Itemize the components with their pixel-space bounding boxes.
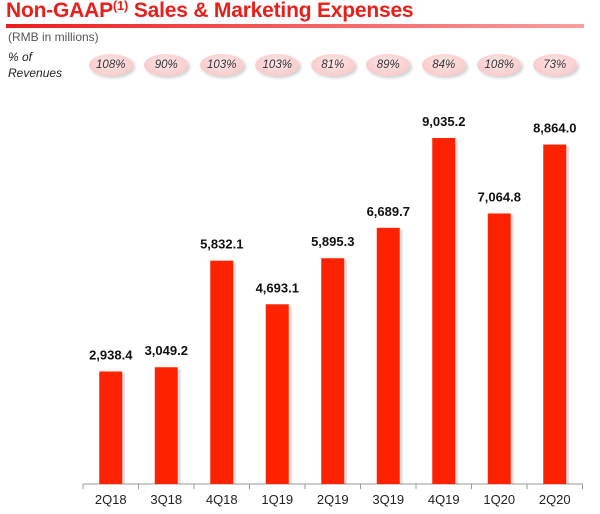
title-underline: [6, 24, 584, 28]
pct-of-revenues-label: % of Revenues: [8, 49, 62, 81]
pct-of-revenues-pill: 81%: [310, 54, 355, 76]
chart-subtitle: (RMB in millions): [8, 30, 99, 44]
x-tick-label-3Q18: 3Q18: [150, 492, 182, 507]
pct-of-revenues-pill: 73%: [532, 54, 577, 76]
data-label-2Q19: 5,895.3: [311, 234, 354, 249]
pct-label-line2: Revenues: [8, 66, 63, 80]
pct-of-revenues-pill: 103%: [199, 54, 244, 76]
pct-of-revenues-pill: 108%: [88, 54, 133, 76]
title-footnote: (1): [112, 0, 129, 13]
x-tick-label-1Q20: 1Q20: [483, 492, 515, 507]
data-label-1Q20: 7,064.8: [478, 189, 521, 204]
pct-of-revenues-pill: 84%: [421, 54, 466, 76]
x-tick-label-2Q20: 2Q20: [539, 492, 571, 507]
data-label-3Q18: 3,049.2: [145, 343, 188, 358]
bar-4Q19: [432, 138, 456, 484]
chart-title: Non-GAAP(1) Sales & Marketing Expenses: [6, 0, 414, 23]
x-tick-label-3Q19: 3Q19: [372, 492, 404, 507]
x-tick-label-1Q19: 1Q19: [261, 492, 293, 507]
pct-of-revenues-pill: 103%: [255, 54, 300, 76]
data-label-1Q19: 4,693.1: [256, 280, 299, 295]
pct-of-revenues-pill: 90%: [144, 54, 189, 76]
title-main: Non-GAAP: [6, 0, 113, 22]
bar-1Q19: [265, 304, 289, 484]
x-tick-label-4Q19: 4Q19: [428, 492, 460, 507]
bar-2Q18: [99, 371, 123, 484]
x-tick-label-2Q18: 2Q18: [95, 492, 127, 507]
pct-of-revenues-pill: 89%: [366, 54, 411, 76]
x-tick-label-2Q19: 2Q19: [317, 492, 349, 507]
x-tick-label-4Q18: 4Q18: [206, 492, 238, 507]
data-label-3Q19: 6,689.7: [367, 204, 410, 219]
bar-3Q19: [376, 227, 400, 485]
bar-4Q18: [210, 260, 234, 484]
title-rest: Sales & Marketing Expenses: [128, 0, 414, 22]
pct-label-line1: % of: [8, 50, 33, 64]
bar-3Q18: [154, 367, 178, 484]
data-label-2Q20: 8,864.0: [533, 121, 576, 136]
bar-2Q20: [543, 144, 567, 485]
bar-2Q19: [321, 258, 345, 484]
data-label-2Q18: 2,938.4: [89, 347, 133, 362]
pct-of-revenues-pill: 108%: [477, 54, 522, 76]
data-label-4Q19: 9,035.2: [422, 114, 465, 129]
bar-1Q20: [487, 213, 511, 484]
data-label-4Q18: 5,832.1: [200, 237, 243, 252]
